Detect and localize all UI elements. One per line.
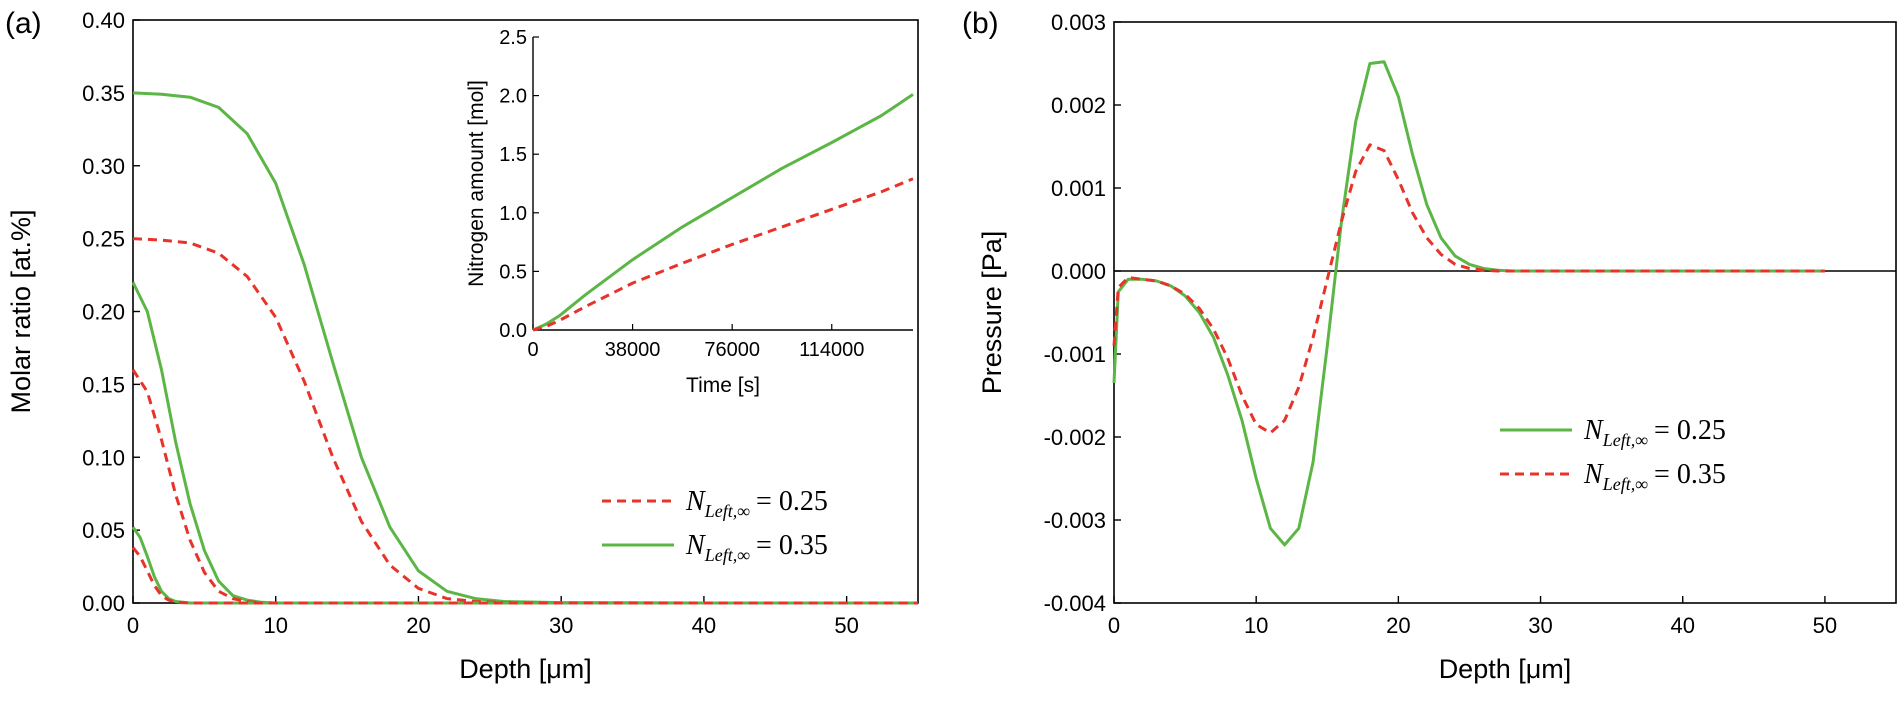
b-legend-entry-0: NLeft,∞ = 0.25 xyxy=(1583,415,1726,450)
inset-series-line-0 xyxy=(532,93,914,332)
b-y-axis-label: Pressure [Pa] xyxy=(977,231,1007,395)
a-x-tick-label: 10 xyxy=(263,613,287,638)
b-y-tick-label: 0.002 xyxy=(1051,93,1106,118)
b-x-tick-label: 20 xyxy=(1386,613,1410,638)
b-series-line-1 xyxy=(1112,143,1825,435)
b-x-tick-label: 50 xyxy=(1813,613,1837,638)
inset-x-axis-label: Time [s] xyxy=(686,374,760,397)
b-x-tick-label: 0 xyxy=(1108,613,1120,638)
inset-y-tick-label: 1.0 xyxy=(499,203,527,225)
a-legend-entry-1: NLeft,∞ = 0.35 xyxy=(685,530,828,565)
b-y-tick-label: 0.003 xyxy=(1051,10,1106,35)
legend-subscript: Left,∞ xyxy=(704,501,750,521)
a-y-tick-label: 0.35 xyxy=(82,81,125,106)
inset-y-tick-label: 0.0 xyxy=(499,320,527,342)
a-x-tick-label: 20 xyxy=(406,613,430,638)
inset-y-tick-label: 2.0 xyxy=(499,86,527,108)
legend-value: = 0.25 xyxy=(1654,415,1726,446)
legend-value: = 0.25 xyxy=(756,486,828,517)
b-x-tick-label: 10 xyxy=(1244,613,1268,638)
b-plot-frame xyxy=(1113,21,1897,604)
b-panel-label: (b) xyxy=(962,7,999,40)
b-y-tick-label: -0.004 xyxy=(1044,591,1106,616)
legend-subscript: Left,∞ xyxy=(1602,474,1648,494)
b-y-tick-label: -0.001 xyxy=(1044,342,1106,367)
legend-symbol: N xyxy=(685,486,706,517)
b-legend-entry-1: NLeft,∞ = 0.35 xyxy=(1583,459,1726,494)
a-y-tick-label: 0.00 xyxy=(82,591,125,616)
b-x-tick-label: 30 xyxy=(1528,613,1552,638)
a-x-axis-label: Depth [μm] xyxy=(459,654,592,684)
a-x-tick-label: 30 xyxy=(549,613,573,638)
legend-subscript: Left,∞ xyxy=(704,545,750,565)
legend-subscript: Left,∞ xyxy=(1602,430,1648,450)
a-y-tick-label: 0.20 xyxy=(82,300,125,325)
inset-y-tick-label: 1.5 xyxy=(499,144,527,166)
legend-value: = 0.35 xyxy=(1654,459,1726,490)
inset-y-tick-label: 0.5 xyxy=(499,261,527,283)
a-y-tick-label: 0.30 xyxy=(82,154,125,179)
b-x-tick-label: 40 xyxy=(1670,613,1694,638)
a-x-tick-label: 0 xyxy=(127,613,139,638)
a-y-tick-label: 0.05 xyxy=(82,518,125,543)
inset-x-tick-label: 76000 xyxy=(704,339,760,361)
inset-x-tick-label: 114000 xyxy=(799,339,864,361)
a-legend-entry-0: NLeft,∞ = 0.25 xyxy=(685,486,828,521)
a-y-tick-label: 0.15 xyxy=(82,372,125,397)
b-y-tick-label: 0.000 xyxy=(1051,259,1106,284)
a-x-tick-label: 40 xyxy=(692,613,716,638)
inset-x-tick-label: 38000 xyxy=(605,339,661,361)
a-panel-label: (a) xyxy=(5,7,42,40)
legend-symbol: N xyxy=(1583,459,1604,490)
a-x-tick-label: 50 xyxy=(834,613,858,638)
a-y-tick-label: 0.25 xyxy=(82,227,125,252)
inset-x-tick-label: 0 xyxy=(527,339,538,361)
legend-symbol: N xyxy=(1583,415,1604,446)
a-y-tick-label: 0.40 xyxy=(82,8,125,33)
inset-y-axis-label: Nitrogen amount [mol] xyxy=(465,80,488,287)
a-y-axis-label: Molar ratio [at.%] xyxy=(6,209,36,413)
b-x-axis-label: Depth [μm] xyxy=(1439,654,1572,684)
a-series-line-5 xyxy=(131,546,918,605)
inset-series-line-1 xyxy=(532,177,914,332)
b-y-tick-label: -0.002 xyxy=(1044,425,1106,450)
a-y-tick-label: 0.10 xyxy=(82,445,125,470)
legend-value: = 0.35 xyxy=(756,530,828,561)
legend-symbol: N xyxy=(685,530,706,561)
b-y-tick-label: 0.001 xyxy=(1051,176,1106,201)
inset-y-tick-label: 2.5 xyxy=(499,27,527,49)
b-y-tick-label: -0.003 xyxy=(1044,508,1106,533)
